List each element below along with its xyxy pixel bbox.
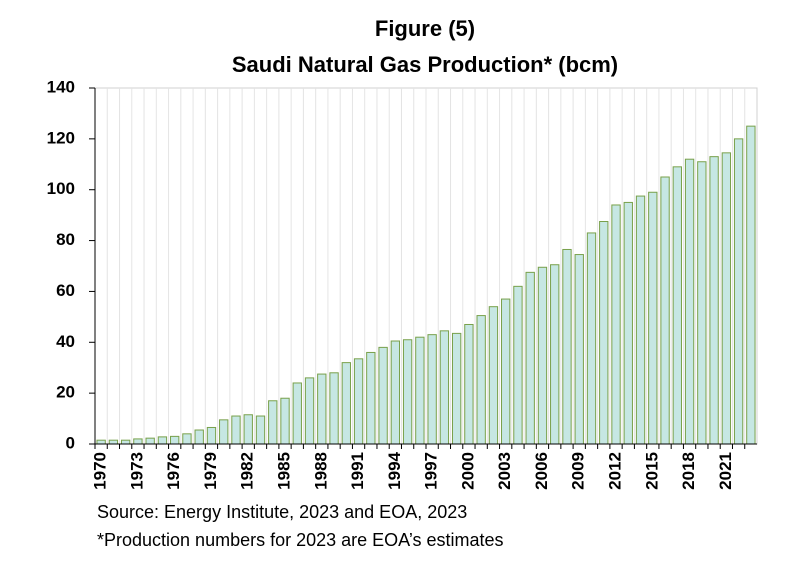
bar (746, 125, 756, 445)
bar (341, 362, 351, 445)
x-tick-label: 2006 (532, 452, 551, 490)
x-tick-label: 1991 (348, 452, 367, 490)
bar (537, 266, 548, 445)
x-tick-label: 2009 (569, 452, 588, 490)
bar (721, 152, 732, 445)
bar (145, 437, 155, 445)
x-tick-label: 2000 (458, 452, 477, 490)
x-tick-label: 1994 (385, 451, 404, 489)
bar (108, 439, 119, 445)
x-tick-label: 2021 (716, 452, 735, 490)
bar (513, 285, 523, 445)
chart-title: Figure (5) (375, 16, 475, 41)
x-tick-label: 1997 (422, 452, 441, 490)
x-tick-label: 2015 (642, 452, 661, 490)
y-tick-label: 0 (66, 433, 75, 452)
bar (586, 232, 597, 445)
bar (488, 306, 499, 445)
bar (672, 166, 682, 445)
bar (684, 158, 695, 445)
bar (402, 339, 413, 445)
bar (709, 156, 719, 445)
bar (562, 248, 572, 445)
x-tick-label: 1979 (201, 452, 220, 490)
bar (219, 419, 229, 445)
bar (574, 254, 584, 445)
bar (280, 397, 290, 445)
bar (366, 351, 376, 445)
x-tick-label: 1973 (127, 452, 146, 490)
bar (476, 315, 486, 445)
y-tick-label: 80 (56, 230, 75, 249)
bar (157, 436, 168, 445)
bar (599, 221, 609, 445)
bar (120, 439, 131, 445)
x-tick-label: 1976 (164, 452, 183, 490)
bar (635, 195, 646, 445)
y-tick-label: 20 (56, 383, 75, 402)
bar (390, 340, 401, 445)
y-tick-label: 140 (47, 77, 75, 96)
bar (231, 415, 241, 445)
bar (194, 429, 204, 445)
bar (304, 377, 315, 445)
bar (550, 264, 560, 445)
bar (96, 439, 106, 445)
bar (648, 191, 658, 445)
bar (697, 161, 707, 445)
x-tick-label: 1988 (311, 452, 330, 490)
x-tick-label: 2012 (606, 452, 625, 490)
bar (353, 358, 364, 445)
bar (611, 204, 621, 445)
x-tick-label: 2018 (679, 452, 698, 490)
source-note: Source: Energy Institute, 2023 and EOA, … (97, 502, 467, 522)
bar (660, 176, 670, 445)
bar (329, 372, 339, 445)
bar (501, 298, 511, 445)
x-tick-label: 1985 (275, 452, 294, 490)
x-tick-label: 1982 (238, 452, 257, 490)
bar (292, 382, 302, 445)
bar (255, 415, 266, 445)
bar (415, 336, 425, 445)
bar (170, 435, 180, 445)
x-tick-label: 1970 (91, 452, 110, 490)
x-tick-label: 2003 (495, 452, 514, 490)
bar (427, 334, 437, 445)
bar (378, 346, 388, 445)
chart-subtitle: Saudi Natural Gas Production* (bcm) (232, 52, 618, 77)
bar (182, 433, 192, 445)
bar (268, 400, 278, 445)
bar (623, 201, 633, 445)
y-tick-label: 40 (56, 332, 75, 351)
estimate-note: *Production numbers for 2023 are EOA’s e… (97, 530, 504, 550)
bar (733, 138, 744, 445)
bar (133, 438, 143, 445)
y-tick-label: 60 (56, 281, 75, 300)
bar (439, 330, 450, 445)
bar (317, 373, 327, 445)
bar (206, 426, 217, 445)
bar (451, 332, 462, 445)
y-tick-label: 120 (47, 128, 75, 147)
bar (525, 271, 535, 445)
bar (243, 414, 253, 445)
y-tick-label: 100 (47, 179, 75, 198)
bar (464, 323, 474, 445)
